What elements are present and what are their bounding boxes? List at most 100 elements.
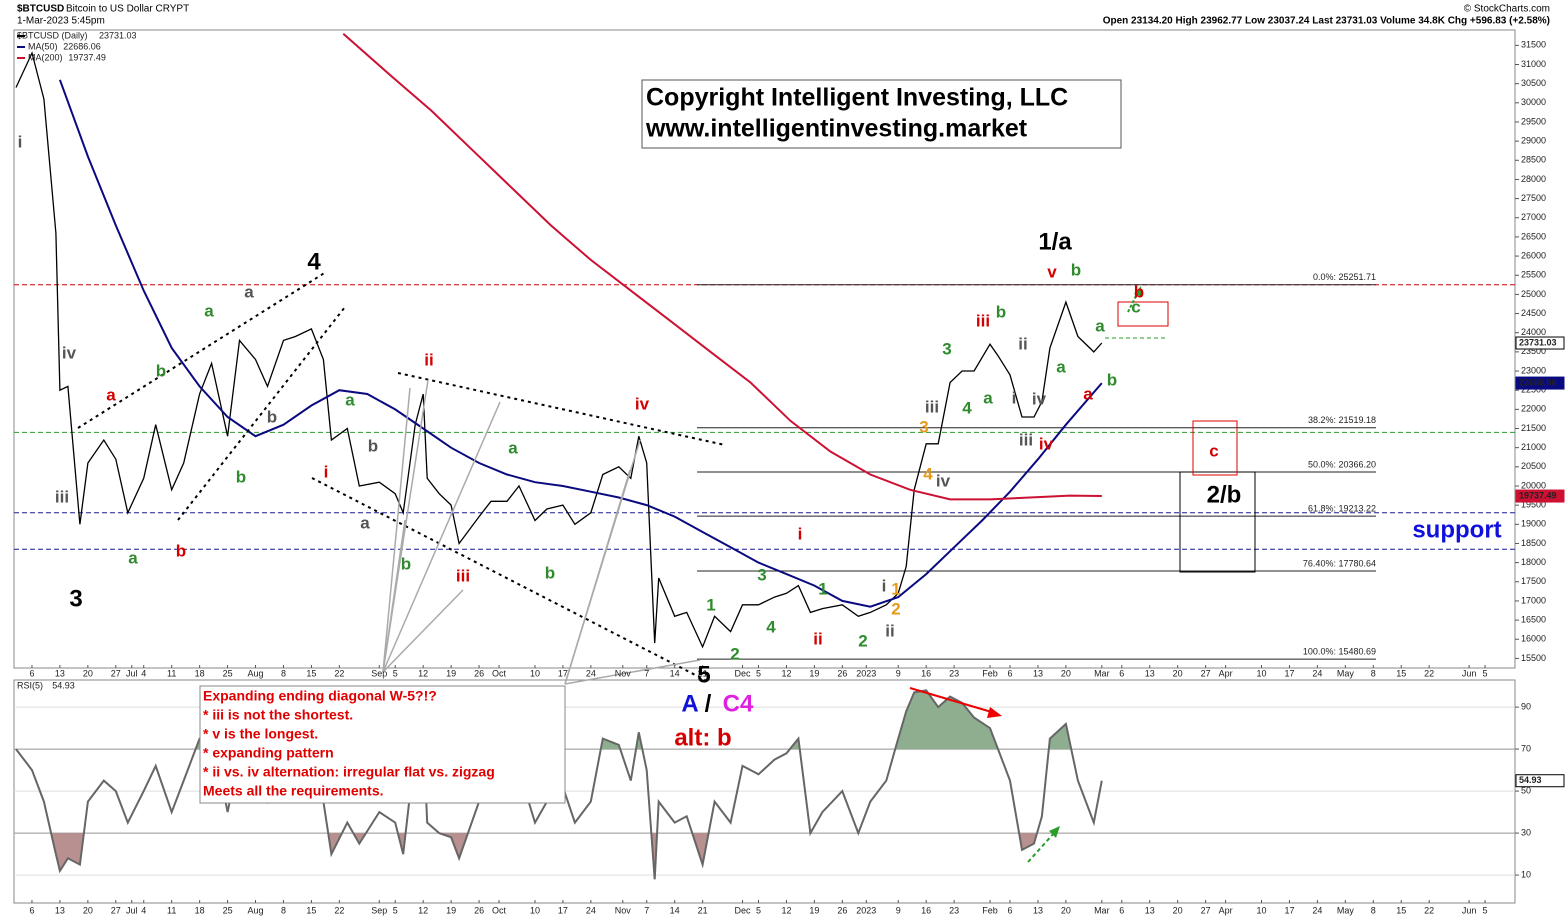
trendlines bbox=[77, 271, 726, 681]
wave-label: ii bbox=[1018, 334, 1027, 353]
source: © StockCharts.com bbox=[1464, 4, 1550, 15]
wave-label: b bbox=[176, 541, 186, 560]
wave-label: iii bbox=[925, 397, 939, 416]
y-tick-label: 21000 bbox=[1521, 442, 1546, 452]
wave-label: i bbox=[798, 524, 803, 543]
wave-label: 2 bbox=[858, 631, 867, 650]
y-tick-label: 17000 bbox=[1521, 595, 1546, 605]
x-tick-label: 13 bbox=[1033, 668, 1043, 678]
x-tick-label: Dec bbox=[735, 668, 752, 678]
x-tick-label: 25 bbox=[223, 905, 233, 915]
y-tick-label: 30500 bbox=[1521, 78, 1546, 88]
wave-label: 2/b bbox=[1207, 481, 1242, 508]
x-tick-label: 17 bbox=[1284, 905, 1294, 915]
y-tick-label: 16000 bbox=[1521, 634, 1546, 644]
x-tick-label: 11 bbox=[167, 905, 176, 915]
x-tick-label: 19 bbox=[446, 905, 456, 915]
x-tick-label: 2023 bbox=[856, 905, 876, 915]
wave-label: support bbox=[1412, 516, 1501, 543]
y-tick-label: 28500 bbox=[1521, 155, 1546, 165]
y-tick-label: 26000 bbox=[1521, 250, 1546, 260]
y-tick-label: 19500 bbox=[1521, 500, 1546, 510]
x-tick-label: 17 bbox=[558, 905, 568, 915]
value-tag bbox=[1515, 489, 1565, 503]
x-tick-label: 24 bbox=[1312, 668, 1322, 678]
x-tick-label: 16 bbox=[921, 905, 931, 915]
x-tick-label: 15 bbox=[306, 668, 316, 678]
x-tick-label: 26 bbox=[474, 668, 484, 678]
note-line: * iii is not the shortest. bbox=[203, 707, 353, 723]
x-tick-label: 19 bbox=[809, 905, 819, 915]
wave-label: a bbox=[360, 513, 370, 532]
x-tick-label: 5 bbox=[393, 668, 398, 678]
x-tick-label: 12 bbox=[781, 668, 791, 678]
x-tick-label: 27 bbox=[1201, 668, 1211, 678]
x-tick-label: 15 bbox=[1396, 668, 1406, 678]
y-tick-label: 70 bbox=[1521, 743, 1531, 753]
x-tick-label: 6 bbox=[29, 905, 34, 915]
wave-label: c bbox=[1131, 297, 1140, 316]
note-line: Expanding ending diagonal W-5?!? bbox=[203, 688, 437, 704]
x-tick-label: Feb bbox=[982, 668, 998, 678]
x-tick-label: Oct bbox=[492, 668, 507, 678]
wave-label: / bbox=[705, 690, 712, 717]
wave-label: 1 bbox=[818, 579, 827, 598]
y-tick-label: 16500 bbox=[1521, 614, 1546, 624]
series-line bbox=[58, 79, 1103, 608]
x-tick-label: May bbox=[1337, 668, 1355, 678]
legend-name: $BTCUSD (Daily) bbox=[17, 30, 88, 40]
fib-label: 76.40%: 17780.64 bbox=[1303, 558, 1376, 568]
target-box bbox=[1179, 471, 1256, 573]
x-tick-label: Nov bbox=[615, 668, 632, 678]
series-line bbox=[15, 51, 1103, 649]
x-tick-label: 26 bbox=[837, 668, 847, 678]
x-tick-label: 6 bbox=[1119, 905, 1124, 915]
x-tick-label: Sep bbox=[371, 905, 387, 915]
arrow-head bbox=[987, 707, 1002, 718]
y-tick-label: 29500 bbox=[1521, 116, 1546, 126]
x-tick-label: 10 bbox=[1256, 668, 1266, 678]
y-tick-label: 19000 bbox=[1521, 519, 1546, 529]
wave-label: 4 bbox=[923, 464, 933, 483]
wave-label: ii bbox=[885, 621, 894, 640]
x-tick-label: Feb bbox=[982, 905, 998, 915]
x-tick-label: 6 bbox=[29, 668, 34, 678]
x-tick-label: 22 bbox=[334, 905, 344, 915]
wave-label: 1 bbox=[891, 579, 900, 598]
value-tag bbox=[1515, 376, 1565, 390]
x-tick-label: 12 bbox=[418, 905, 428, 915]
copyright-box bbox=[641, 79, 1122, 149]
x-tick-label: 24 bbox=[586, 905, 596, 915]
x-tick-label: 19 bbox=[809, 668, 819, 678]
wave-label: 1/a bbox=[1038, 228, 1072, 255]
x-tick-label: 10 bbox=[530, 668, 540, 678]
legend-name: RSI(5) bbox=[17, 680, 43, 690]
wave-label: a bbox=[508, 438, 518, 457]
arrow-head bbox=[1049, 826, 1060, 838]
x-tick-label: 10 bbox=[1256, 905, 1266, 915]
legend-name: MA(50) bbox=[28, 41, 58, 51]
x-tick-label: 22 bbox=[334, 668, 344, 678]
x-tick-label: 23 bbox=[949, 905, 959, 915]
overbought-area bbox=[195, 690, 1072, 750]
x-tick-label: 13 bbox=[1033, 905, 1043, 915]
wave-label: a bbox=[1056, 357, 1066, 376]
x-tick-label: 13 bbox=[1145, 905, 1155, 915]
x-tick-label: May bbox=[1337, 905, 1355, 915]
x-tick-label: Jul bbox=[126, 905, 138, 915]
arrow bbox=[909, 687, 996, 714]
x-tick-label: 20 bbox=[83, 905, 93, 915]
y-tick-label: 28000 bbox=[1521, 174, 1546, 184]
wave-label: b bbox=[545, 563, 555, 582]
wave-label: b bbox=[1107, 370, 1117, 389]
x-tick-label: 5 bbox=[1483, 668, 1488, 678]
fib-label: 61.8%: 19213.22 bbox=[1308, 504, 1376, 514]
red-box bbox=[1192, 420, 1238, 476]
x-tick-label: 27 bbox=[111, 668, 121, 678]
x-tick-label: 2023 bbox=[856, 668, 876, 678]
wave-label: 1 bbox=[706, 595, 715, 614]
symbol: $BTCUSD bbox=[17, 4, 64, 15]
date: 1-Mar-2023 5:45pm bbox=[17, 16, 105, 27]
y-tick-label: 23500 bbox=[1521, 346, 1546, 356]
wave-label: a bbox=[1083, 384, 1093, 403]
